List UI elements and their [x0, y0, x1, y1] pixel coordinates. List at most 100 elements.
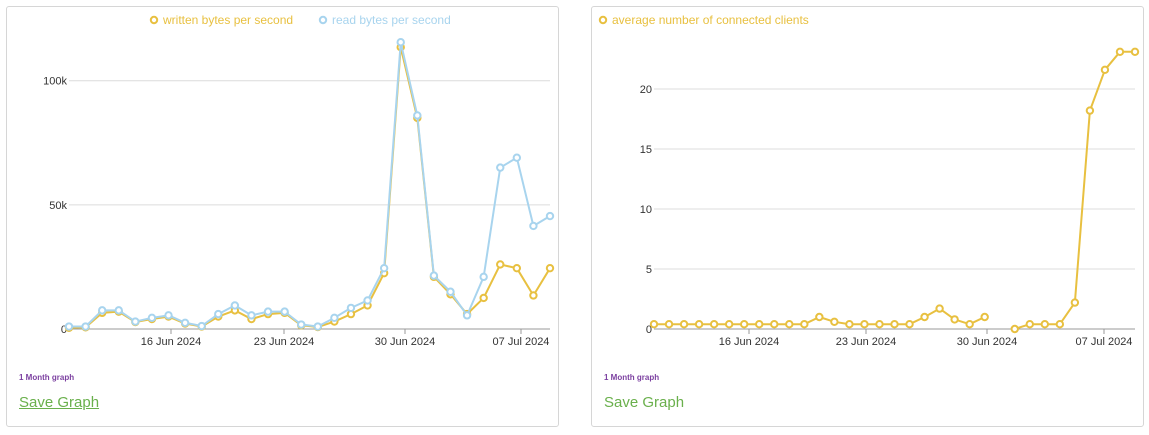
- data-point: [1085, 106, 1095, 115]
- y-tick-label: 0: [646, 324, 652, 336]
- data-point: [739, 320, 749, 329]
- y-tick-label: 5: [646, 264, 652, 276]
- x-tick-label: 16 Jun 2024: [141, 336, 202, 348]
- series-line: [1014, 50, 1135, 330]
- data-point: [131, 317, 140, 326]
- x-tick-label: 07 Jul 2024: [1076, 336, 1133, 348]
- data-point: [496, 260, 505, 269]
- data-point: [545, 211, 555, 221]
- connected-clients-panel: 0 5 10 15 20 16 Jun 2024 23 Jun 2024 30 Jun 202…: [591, 6, 1144, 427]
- data-point: [709, 320, 719, 329]
- data-point: [346, 303, 356, 313]
- data-point: [330, 313, 339, 323]
- data-point: [694, 320, 704, 329]
- data-point: [830, 317, 839, 326]
- data-point: [462, 311, 472, 320]
- data-point: [446, 287, 455, 296]
- data-point: [147, 313, 157, 323]
- y-tick-label: 0: [61, 324, 67, 336]
- y-tick-label: 15: [640, 144, 652, 156]
- data-point: [512, 263, 522, 273]
- data-point: [950, 315, 959, 324]
- data-point: [280, 307, 289, 316]
- data-point: [247, 311, 256, 320]
- data-point: [297, 320, 306, 329]
- data-point: [860, 320, 869, 329]
- data-point: [313, 322, 322, 331]
- x-tick-label: 23 Jun 2024: [836, 336, 897, 348]
- connected-clients-chart: 0 5 10 15 20 16 Jun 2024 23 Jun 2024 30 Jun 202…: [598, 13, 1140, 348]
- data-point: [363, 296, 372, 305]
- data-point: [479, 272, 488, 282]
- data-point: [875, 320, 884, 329]
- data-point: [81, 322, 90, 331]
- save-graph-link[interactable]: Save Graph: [604, 394, 685, 411]
- legend-label: average number of connected clients: [612, 13, 809, 27]
- data-point: [97, 306, 107, 315]
- data-point: [64, 322, 74, 331]
- y-tick-label: 100k: [43, 76, 67, 88]
- data-point: [164, 311, 173, 320]
- data-point: [755, 320, 764, 329]
- x-tick-label: 30 Jun 2024: [375, 336, 436, 348]
- data-point: [815, 312, 824, 322]
- x-tick-label: 16 Jun 2024: [719, 336, 780, 348]
- data-point: [890, 320, 899, 329]
- data-point: [529, 221, 538, 231]
- graph-period-caption: 1 Month graph: [604, 373, 660, 382]
- graph-period-caption: 1 Month graph: [19, 373, 75, 382]
- data-point: [545, 263, 555, 273]
- data-point: [1040, 320, 1050, 329]
- legend-marker: [598, 15, 608, 25]
- data-point: [770, 320, 779, 329]
- data-point: [679, 320, 689, 329]
- data-point: [413, 111, 422, 120]
- written-read-bytes-panel: 0 50k 100k 16 Jun 2024 23 Jun 2024 30 Jun 202…: [6, 6, 559, 427]
- data-point: [263, 307, 273, 316]
- data-point: [1025, 320, 1034, 329]
- data-point: [512, 153, 522, 162]
- y-tick-label: 20: [640, 84, 652, 96]
- data-point: [965, 320, 974, 329]
- data-point: [230, 301, 240, 310]
- series-line: [68, 46, 551, 329]
- legend-marker: [318, 15, 328, 25]
- data-point: [214, 309, 223, 319]
- data-point: [114, 306, 123, 315]
- data-point: [724, 320, 734, 329]
- data-point: [649, 320, 659, 329]
- data-point: [1010, 324, 1019, 334]
- data-point: [180, 318, 190, 327]
- y-tick-label: 10: [640, 204, 652, 216]
- data-point: [785, 320, 794, 329]
- data-point: [1070, 298, 1080, 307]
- data-point: [396, 38, 405, 47]
- data-point: [980, 312, 989, 322]
- data-point: [529, 291, 538, 300]
- save-graph-link[interactable]: Save Graph: [19, 394, 100, 411]
- x-tick-label: 07 Jul 2024: [493, 336, 550, 348]
- legend-label: read bytes per second: [332, 13, 451, 27]
- data-point: [920, 312, 929, 322]
- data-point: [905, 320, 914, 329]
- data-point: [664, 320, 674, 329]
- x-tick-label: 30 Jun 2024: [957, 336, 1018, 348]
- x-tick-label: 23 Jun 2024: [254, 336, 315, 348]
- data-point: [496, 163, 505, 172]
- data-point: [800, 320, 809, 329]
- y-tick-label: 50k: [49, 200, 67, 212]
- data-point: [479, 293, 488, 303]
- legend-label: written bytes per second: [162, 13, 293, 27]
- data-point: [935, 304, 944, 313]
- data-point: [1115, 47, 1125, 56]
- series-line: [69, 41, 551, 328]
- data-point: [1055, 320, 1065, 329]
- data-point: [1130, 47, 1140, 56]
- data-point: [429, 271, 439, 280]
- data-point: [845, 320, 854, 329]
- data-point: [197, 321, 206, 331]
- legend-marker: [149, 15, 159, 25]
- data-point: [1100, 65, 1110, 74]
- bytes-per-second-chart: 0 50k 100k 16 Jun 2024 23 Jun 2024 30 Jun 202…: [43, 13, 555, 348]
- data-point: [379, 263, 389, 273]
